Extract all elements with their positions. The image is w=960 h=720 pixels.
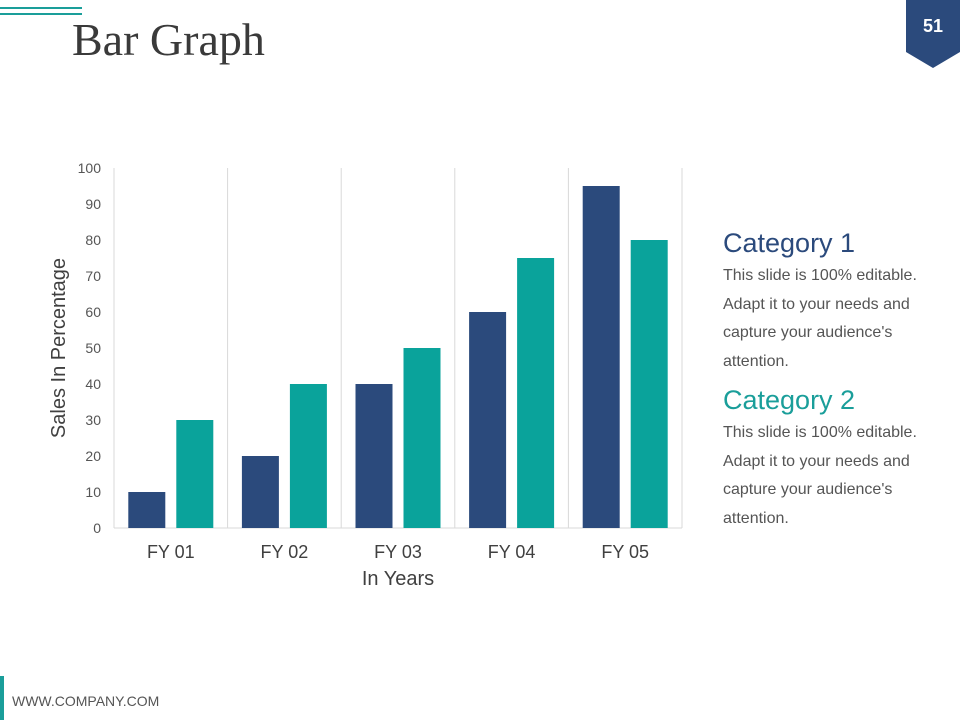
y-tick-label: 60	[85, 304, 101, 320]
legend-title-category-1: Category 1	[723, 228, 856, 258]
page-title: Bar Graph	[72, 14, 265, 65]
bar-category-2	[289, 384, 327, 528]
x-tick-label: FY 02	[261, 542, 309, 562]
y-tick-label: 100	[78, 160, 102, 176]
legend-line: Adapt it to your needs and	[723, 452, 910, 470]
y-tick-label: 30	[85, 412, 101, 428]
legend-line: capture your audience's	[723, 324, 893, 341]
y-tick-label: 90	[85, 196, 101, 212]
x-tick-label: FY 05	[601, 542, 649, 562]
y-tick-label: 80	[85, 232, 101, 248]
y-tick-label: 50	[85, 340, 101, 356]
bar-category-2	[517, 258, 555, 528]
bar-category-1	[241, 456, 279, 528]
bar-category-1	[128, 492, 166, 528]
legend-title-category-2: Category 2	[723, 385, 856, 415]
x-tick-label: FY 03	[374, 542, 422, 562]
legend-line: attention.	[723, 352, 789, 370]
x-tick-label: FY 04	[488, 542, 536, 562]
legend-description-category-1: This slide is 100% editable. Adapt it to…	[723, 262, 943, 376]
bar-category-1	[355, 384, 393, 528]
bar-chart: 0 10 20 30 40 50 60 70 80 90 100 FY 01 FY 02 FY 03 FY …	[48, 160, 683, 590]
y-tick-label: 0	[93, 520, 101, 536]
bar-category-1	[582, 186, 620, 528]
legend-description-category-2: This slide is 100% editable. Adapt it to…	[723, 419, 943, 533]
footer-accent-bar	[0, 676, 4, 720]
y-axis-title: Sales In Percentage	[48, 258, 70, 438]
legend-category-1: Category 1 This slide is 100% editable. …	[723, 226, 943, 376]
y-tick-label: 40	[85, 376, 101, 392]
x-tick-label: FY 01	[147, 542, 195, 562]
bar-category-2	[630, 240, 668, 528]
x-axis-title: In Years	[362, 568, 434, 590]
legend-line: Adapt it to your needs and	[723, 295, 910, 313]
bar-category-1	[469, 312, 507, 528]
legend-line: This slide is 100% editable.	[723, 267, 917, 284]
footer-url: WWW.COMPANY.COM	[12, 693, 160, 709]
legend-line: attention.	[723, 509, 789, 527]
y-tick-label: 20	[85, 448, 101, 464]
legend-line: This slide is 100% editable.	[723, 424, 917, 441]
page-badge	[906, 0, 960, 68]
y-tick-label: 70	[85, 268, 101, 284]
legend-line: capture your audience's	[723, 481, 893, 498]
bar-category-2	[176, 420, 214, 528]
title-accent-line	[0, 7, 82, 15]
bar-category-2	[403, 348, 441, 528]
y-tick-label: 10	[85, 484, 101, 500]
page-number: 51	[922, 16, 944, 36]
legend-category-2: Category 2 This slide is 100% editable. …	[723, 383, 943, 533]
